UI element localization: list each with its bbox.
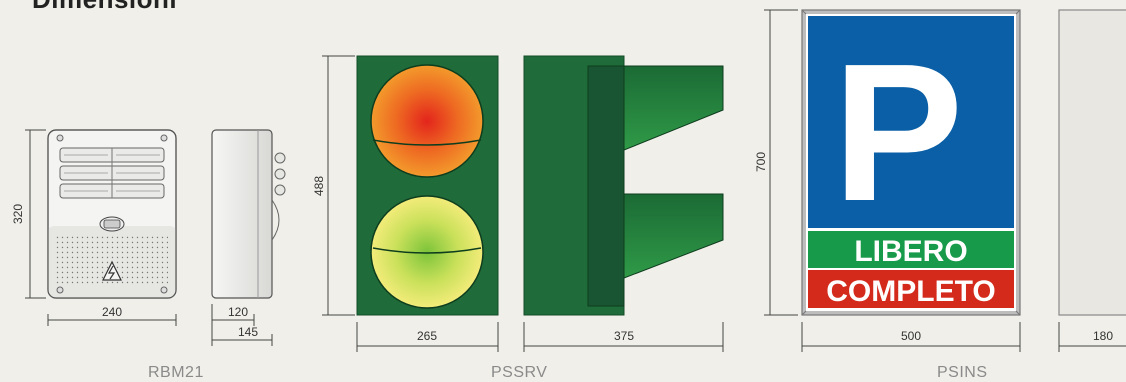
pssrv-side-width-label: 375: [614, 329, 634, 343]
rbm21-front-view: [47, 129, 177, 299]
psins-width-label: 500: [901, 329, 921, 343]
pssrv-label: PSSRV: [491, 364, 548, 381]
pssrv-dimensions: [322, 55, 724, 352]
rbm21-side-view: [211, 129, 286, 299]
psins-height-label: 700: [754, 152, 768, 172]
rbm21-total-depth-label: 145: [238, 325, 258, 339]
psins-dimensions: [764, 9, 1126, 352]
rbm21-dimensions: [25, 129, 273, 346]
pssrv-front-width-label: 265: [417, 329, 437, 343]
psins-sign-front: [801, 9, 1021, 316]
psins-side-width-label: 180: [1093, 329, 1113, 343]
page-title: Dimensioni: [32, 0, 177, 15]
pssrv-side-view: [523, 55, 724, 316]
pssrv-front-view: [356, 55, 499, 316]
psins-side-view: [1058, 9, 1126, 316]
pssrv-height-label: 488: [312, 176, 326, 196]
rbm21-depth-label: 120: [228, 305, 248, 319]
rbm21-width-label: 240: [102, 305, 122, 319]
rbm21-height-label: 320: [11, 204, 25, 224]
rbm21-label: RBM21: [148, 364, 204, 381]
parking-letter: P: [833, 23, 964, 242]
completo-label: COMPLETO: [826, 275, 995, 308]
libero-label: LIBERO: [854, 235, 967, 268]
psins-label: PSINS: [937, 364, 988, 381]
